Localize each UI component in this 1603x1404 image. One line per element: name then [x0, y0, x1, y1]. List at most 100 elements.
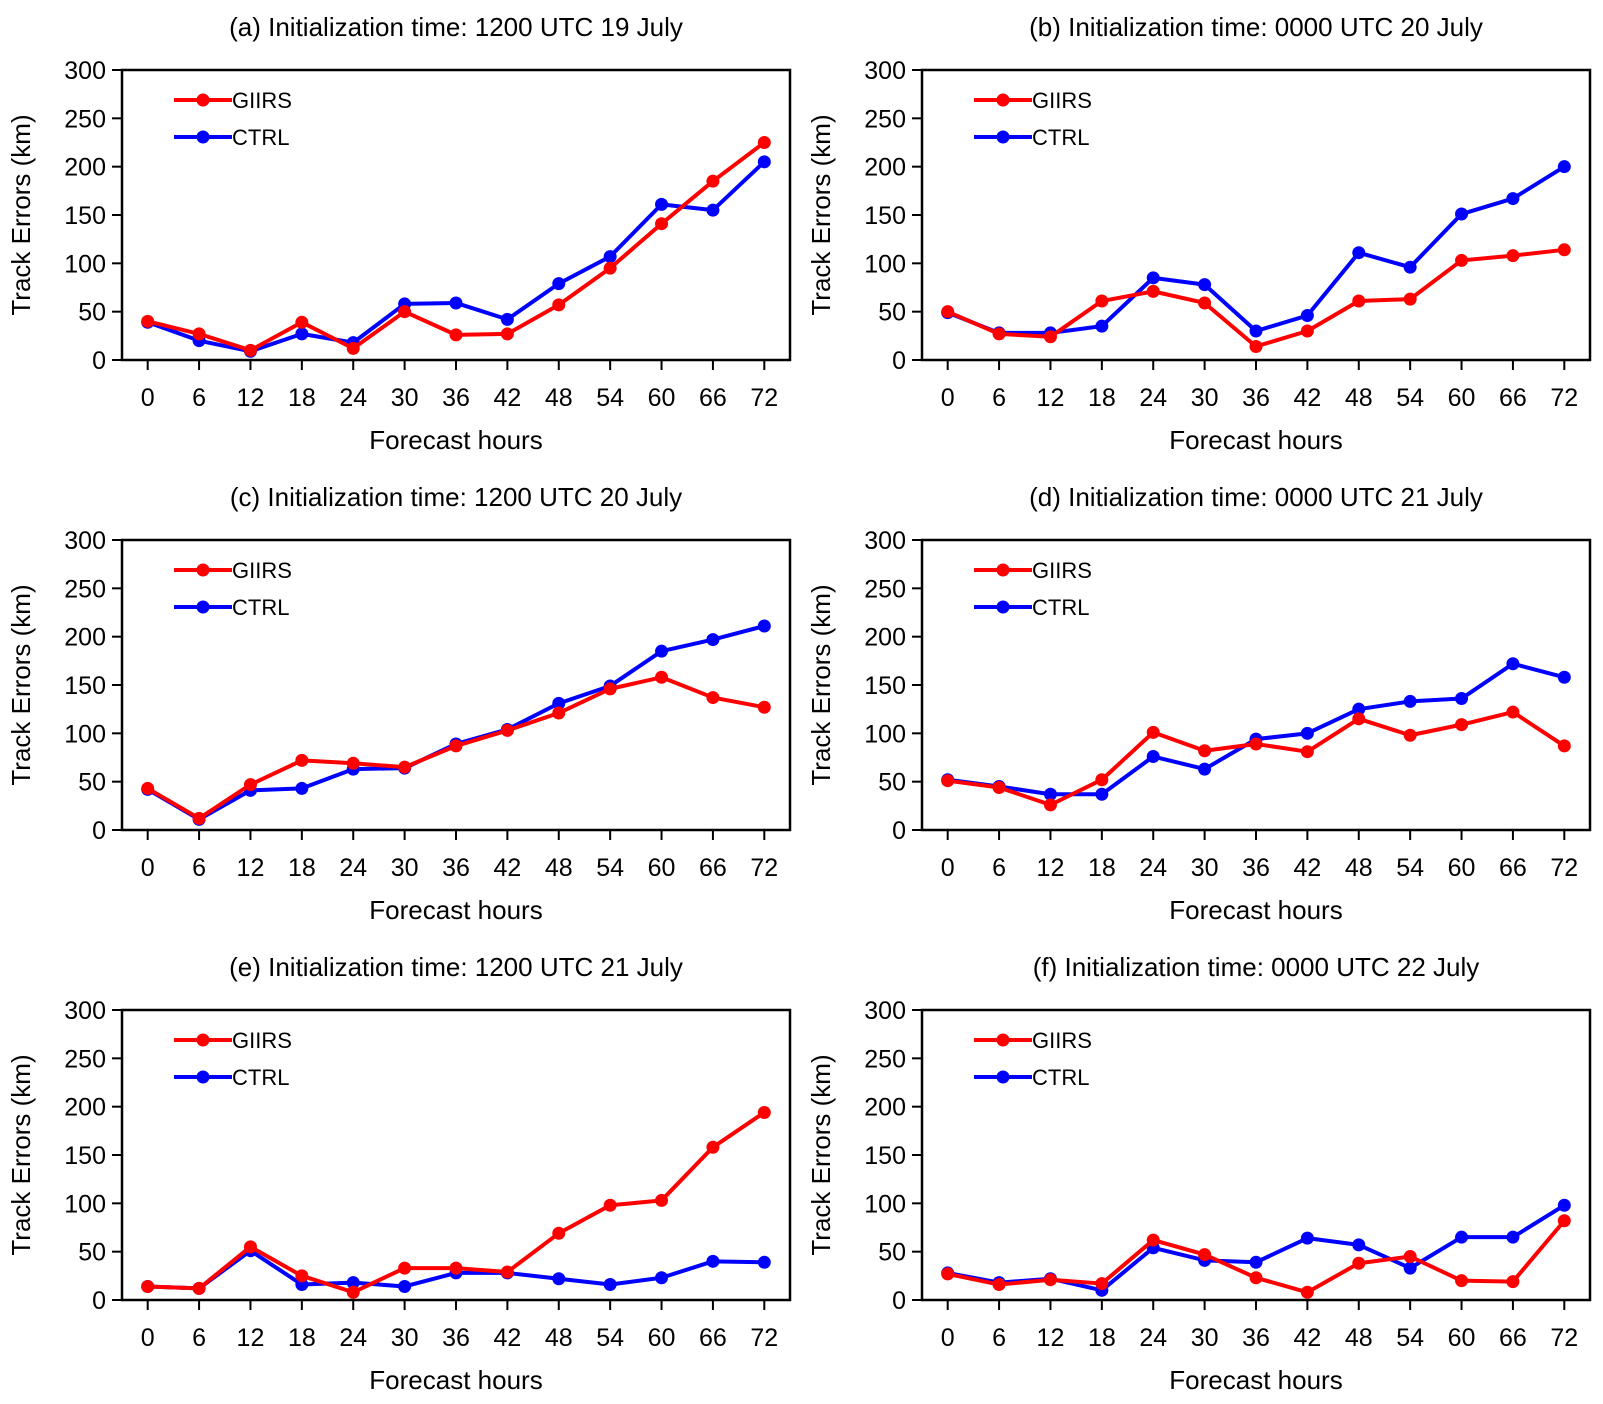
giirs-data-point: [449, 328, 463, 342]
giirs-data-point: [1043, 798, 1057, 812]
x-tick-label: 48: [545, 384, 573, 412]
giirs-data-point: [552, 1226, 566, 1240]
ctrl-data-point: [1095, 319, 1109, 333]
x-tick-label: 60: [648, 854, 676, 882]
giirs-data-point: [1506, 249, 1520, 263]
giirs-data-point: [1506, 705, 1520, 719]
x-tick-label: 60: [648, 384, 676, 412]
ctrl-data-point: [552, 1272, 566, 1286]
giirs-data-point: [992, 1278, 1006, 1292]
ctrl-series-line: [147, 160, 766, 354]
y-tick-label: 250: [864, 105, 906, 133]
x-tick-label: 6: [192, 854, 206, 882]
giirs-data-point: [552, 706, 566, 720]
x-tick-label: 66: [699, 1324, 727, 1352]
giirs-data-point: [500, 327, 514, 341]
y-tick-label: 200: [864, 154, 906, 182]
giirs-data-point: [757, 136, 771, 149]
giirs-data-point: [757, 1105, 771, 1119]
y-axis-label: Track Errors (km): [6, 1054, 36, 1255]
x-tick-label: 6: [192, 384, 206, 412]
ctrl-data-point: [706, 203, 720, 217]
x-tick-label: 12: [1037, 854, 1065, 882]
ctrl-data-point: [1198, 762, 1212, 776]
y-tick-label: 200: [864, 1094, 906, 1122]
panel-title: (a) Initialization time: 1200 UTC 19 Jul…: [229, 12, 683, 42]
giirs-data-point: [500, 1265, 514, 1279]
x-tick-label: 6: [992, 854, 1006, 882]
giirs-data-point: [346, 1285, 360, 1299]
y-tick-label: 300: [64, 57, 106, 85]
legend-marker-giirs: [196, 1033, 210, 1047]
giirs-data-point: [603, 1198, 617, 1212]
x-tick-label: 36: [1242, 1324, 1270, 1352]
giirs-data-point: [243, 1240, 257, 1254]
x-tick-label: 12: [237, 384, 265, 412]
plot-frame: [920, 538, 1592, 832]
giirs-data-point: [1300, 745, 1314, 759]
y-tick-label: 0: [92, 1287, 106, 1315]
giirs-data-point: [500, 723, 514, 737]
giirs-data-point: [1300, 1285, 1314, 1299]
x-tick-label: 18: [288, 854, 316, 882]
x-tick-label: 72: [750, 854, 778, 882]
giirs-data-point: [1146, 725, 1160, 739]
ctrl-data-point: [1403, 260, 1417, 274]
panel-title: (c) Initialization time: 1200 UTC 20 Jul…: [230, 482, 682, 512]
x-tick-label: 66: [1499, 854, 1527, 882]
giirs-data-point: [1249, 339, 1263, 353]
panel-title: (b) Initialization time: 0000 UTC 20 Jul…: [1029, 12, 1483, 42]
ctrl-data-point: [757, 1255, 771, 1269]
y-tick-label: 300: [864, 997, 906, 1025]
y-tick-label: 200: [864, 624, 906, 652]
x-tick-label: 30: [1191, 384, 1219, 412]
x-tick-label: 54: [596, 384, 624, 412]
ctrl-data-point: [757, 155, 771, 169]
x-tick-label: 30: [391, 854, 419, 882]
y-tick-label: 200: [64, 1094, 106, 1122]
x-tick-label: 24: [339, 854, 367, 882]
x-tick-label: 42: [493, 1324, 521, 1352]
y-tick-label: 150: [64, 202, 106, 230]
legend-marker-giirs: [196, 563, 210, 577]
y-tick-label: 300: [864, 57, 906, 85]
giirs-data-point: [141, 781, 155, 795]
ctrl-data-point: [1352, 702, 1366, 716]
giirs-data-point: [1352, 712, 1366, 726]
x-tick-label: 66: [699, 854, 727, 882]
giirs-data-point: [346, 341, 360, 355]
x-tick-label: 6: [192, 1324, 206, 1352]
x-tick-label: 12: [1037, 1324, 1065, 1352]
x-tick-label: 30: [1191, 854, 1219, 882]
panel-a: (a) Initialization time: 1200 UTC 19 Jul…: [6, 12, 792, 455]
x-tick-label: 54: [596, 1324, 624, 1352]
ctrl-data-point: [1455, 692, 1469, 706]
giirs-data-point: [603, 261, 617, 275]
giirs-data-point: [295, 1269, 309, 1283]
y-tick-label: 50: [878, 769, 906, 797]
x-tick-label: 42: [1293, 854, 1321, 882]
ctrl-series-line: [946, 164, 1566, 335]
panel-c: (c) Initialization time: 1200 UTC 20 Jul…: [6, 482, 792, 925]
giirs-data-point: [449, 1261, 463, 1275]
ctrl-data-point: [655, 197, 669, 211]
legend-label-ctrl: CTRL: [1032, 125, 1089, 150]
y-tick-label: 300: [864, 527, 906, 555]
ctrl-data-point: [1300, 309, 1314, 323]
ctrl-data-point: [449, 296, 463, 310]
giirs-data-point: [1557, 739, 1571, 753]
ctrl-data-point: [1557, 1198, 1571, 1212]
ctrl-data-point: [1506, 1230, 1520, 1244]
giirs-data-point: [992, 780, 1006, 794]
x-tick-label: 36: [442, 1324, 470, 1352]
x-tick-label: 0: [141, 1324, 155, 1352]
y-axis-label: Track Errors (km): [6, 114, 36, 315]
panel-e: (e) Initialization time: 1200 UTC 21 Jul…: [6, 952, 792, 1395]
giirs-data-point: [1095, 773, 1109, 787]
x-tick-label: 12: [237, 854, 265, 882]
x-tick-label: 54: [1396, 854, 1424, 882]
giirs-data-point: [1455, 253, 1469, 267]
x-tick-label: 18: [1088, 384, 1116, 412]
ctrl-data-point: [1198, 278, 1212, 292]
panel-d: (d) Initialization time: 0000 UTC 21 Jul…: [806, 482, 1592, 925]
